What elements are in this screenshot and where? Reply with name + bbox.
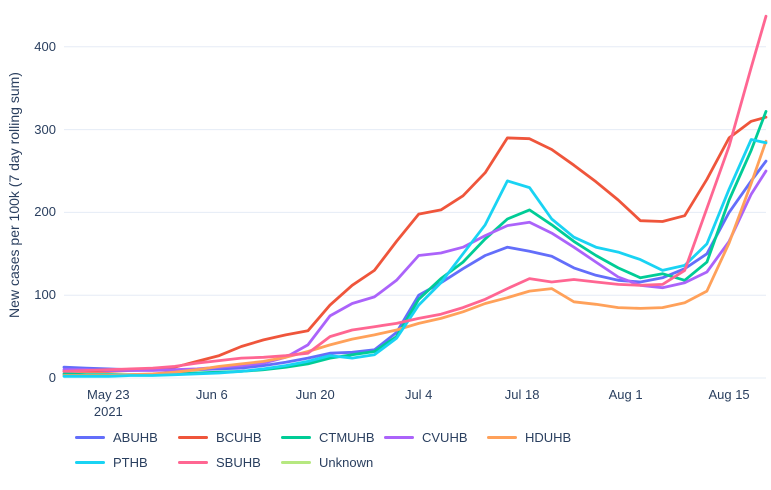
- legend-item-label: ABUHB: [113, 430, 158, 445]
- legend-item-ctmuhb[interactable]: CTMUHB: [281, 429, 384, 446]
- legend: ABUHB BCUHB CTMUHB CVUHB HDUHB PTHB SBUHB Unkno…: [75, 429, 615, 471]
- series-line-sbuhb[interactable]: [62, 14, 768, 373]
- legend-item-unknown[interactable]: Unknown: [281, 454, 384, 471]
- legend-item-bcuhb[interactable]: BCUHB: [178, 429, 281, 446]
- series-line-hduhb[interactable]: [62, 139, 768, 377]
- legend-item-label: CVUHB: [422, 430, 468, 445]
- x-tick-label: Jul 18: [504, 387, 540, 402]
- legend-item-hduhb[interactable]: HDUHB: [487, 429, 590, 446]
- y-axis-title: New cases per 100k (7 day rolling sum): [6, 72, 22, 318]
- legend-line-swatch: [281, 461, 311, 464]
- x-tick-label: Aug 15: [708, 387, 750, 402]
- legend-item-abuhb[interactable]: ABUHB: [75, 429, 178, 446]
- x-tick-label: Aug 1: [608, 387, 643, 402]
- series-line-bcuhb[interactable]: [62, 115, 768, 373]
- legend-line-swatch: [384, 436, 414, 439]
- x-tick-label: Jul 4: [404, 387, 433, 402]
- y-tick-label: 200: [34, 204, 56, 220]
- legend-item-cvuhb[interactable]: CVUHB: [384, 429, 487, 446]
- y-tick-label: 400: [34, 38, 56, 54]
- x-tick-label: Jun 6: [195, 387, 228, 402]
- legend-item-label: BCUHB: [216, 430, 262, 445]
- y-tick-label: 100: [34, 287, 56, 303]
- y-tick-label: 300: [34, 121, 56, 137]
- y-tick-label: 0: [48, 370, 56, 385]
- x-tick-label: Jun 20: [295, 387, 335, 402]
- x-tick-label: May 23 2021: [87, 387, 130, 419]
- series-line-pthb[interactable]: [62, 138, 768, 378]
- legend-line-swatch: [178, 436, 208, 439]
- series-line-abuhb[interactable]: [62, 159, 768, 372]
- legend-item-label: Unknown: [319, 455, 374, 470]
- legend-line-swatch: [178, 461, 208, 464]
- legend-item-pthb[interactable]: PTHB: [75, 454, 178, 471]
- legend-line-swatch: [75, 436, 105, 439]
- legend-item-label: CTMUHB: [319, 430, 375, 445]
- legend-line-swatch: [75, 461, 105, 464]
- series-line-ctmuhb[interactable]: [62, 110, 768, 377]
- series-line-cvuhb[interactable]: [62, 169, 768, 372]
- legend-item-label: PTHB: [113, 455, 148, 470]
- legend-line-swatch: [281, 436, 311, 439]
- legend-item-sbuhb[interactable]: SBUHB: [178, 454, 281, 471]
- legend-item-label: HDUHB: [525, 430, 572, 445]
- x-tick-sublabel: 2021: [93, 404, 123, 419]
- plot-area[interactable]: [0, 0, 771, 420]
- legend-item-label: SBUHB: [216, 455, 261, 470]
- legend-line-swatch: [487, 436, 517, 439]
